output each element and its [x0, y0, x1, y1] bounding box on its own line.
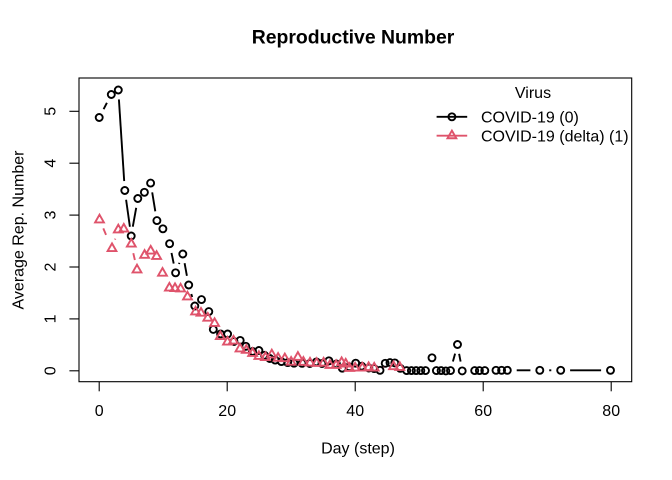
- svg-text:Reproductive Number: Reproductive Number: [252, 26, 455, 48]
- svg-text:2: 2: [43, 262, 60, 271]
- svg-text:0: 0: [95, 403, 104, 420]
- svg-text:COVID-19 (delta) (1): COVID-19 (delta) (1): [481, 128, 629, 145]
- svg-text:60: 60: [474, 403, 492, 420]
- svg-text:80: 80: [602, 403, 620, 420]
- svg-text:1: 1: [43, 314, 60, 323]
- svg-text:20: 20: [218, 403, 236, 420]
- svg-text:5: 5: [43, 107, 60, 116]
- svg-text:4: 4: [43, 159, 60, 168]
- svg-text:Average Rep. Number: Average Rep. Number: [11, 150, 28, 310]
- svg-text:3: 3: [43, 211, 60, 220]
- svg-text:40: 40: [346, 403, 364, 420]
- svg-text:Virus: Virus: [515, 85, 551, 102]
- svg-text:Day (step): Day (step): [321, 441, 395, 458]
- svg-text:COVID-19 (0): COVID-19 (0): [481, 110, 579, 127]
- svg-text:0: 0: [43, 366, 60, 375]
